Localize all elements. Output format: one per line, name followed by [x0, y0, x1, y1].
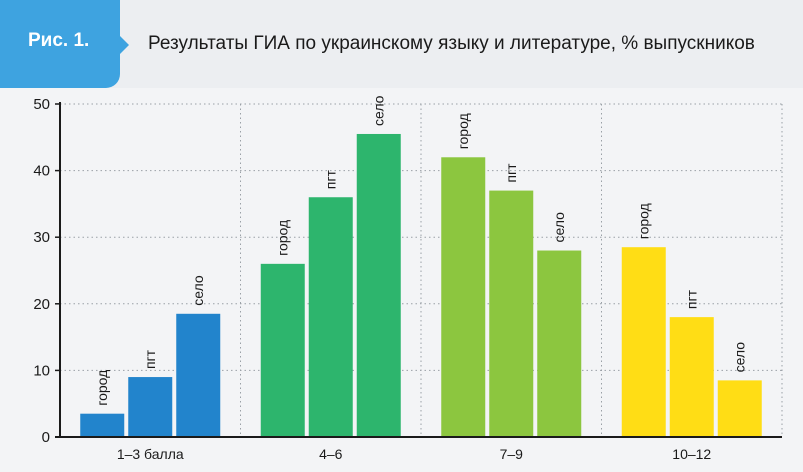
bar-3-село [537, 250, 582, 437]
bar-4-пгт [669, 317, 714, 437]
x-category-label-2: 4–6 [319, 446, 343, 462]
x-category-label-4: 10–12 [672, 446, 711, 462]
bar-4-город [621, 247, 666, 437]
figure-label: Рис. 1. [28, 30, 90, 51]
bar-label-2-село: село [371, 95, 387, 126]
y-tick-label-50: 50 [33, 96, 50, 113]
bar-label-4-город: город [636, 203, 652, 239]
bar-label-2-пгт: пгт [323, 170, 339, 190]
y-tick-label-40: 40 [33, 163, 50, 180]
bar-label-3-пгт: пгт [503, 163, 519, 183]
bar-label-1-село: село [190, 275, 206, 306]
bar-3-пгт [489, 190, 534, 437]
bar-2-пгт [308, 197, 353, 437]
y-tick-label-30: 30 [33, 229, 50, 246]
y-tick-label-20: 20 [33, 296, 50, 313]
figure-header [0, 0, 803, 88]
bar-1-пгт [128, 377, 173, 437]
badge-arrow-icon [120, 36, 129, 54]
figure-badge [0, 0, 120, 88]
bar-label-3-село: село [551, 212, 567, 243]
bar-label-4-село: село [732, 342, 748, 373]
bar-label-1-пгт: пгт [142, 349, 158, 369]
bar-3-город [441, 157, 486, 437]
bar-label-1-город: город [94, 370, 110, 406]
chart-title: Результаты ГИА по украинскому языку и ли… [148, 33, 755, 54]
bar-2-город [260, 263, 305, 437]
bar-4-село [717, 380, 762, 437]
bar-label-4-пгт: пгт [684, 289, 700, 309]
y-tick-label-10: 10 [33, 362, 50, 379]
bar-label-3-город: город [455, 113, 471, 149]
y-tick-label-0: 0 [42, 429, 50, 446]
x-category-label-1: 1–3 балла [117, 446, 184, 462]
x-category-label-3: 7–9 [500, 446, 524, 462]
bar-1-город [80, 413, 125, 437]
bar-label-2-город: город [275, 220, 291, 256]
bar-1-село [176, 313, 221, 437]
bar-2-село [356, 133, 401, 437]
